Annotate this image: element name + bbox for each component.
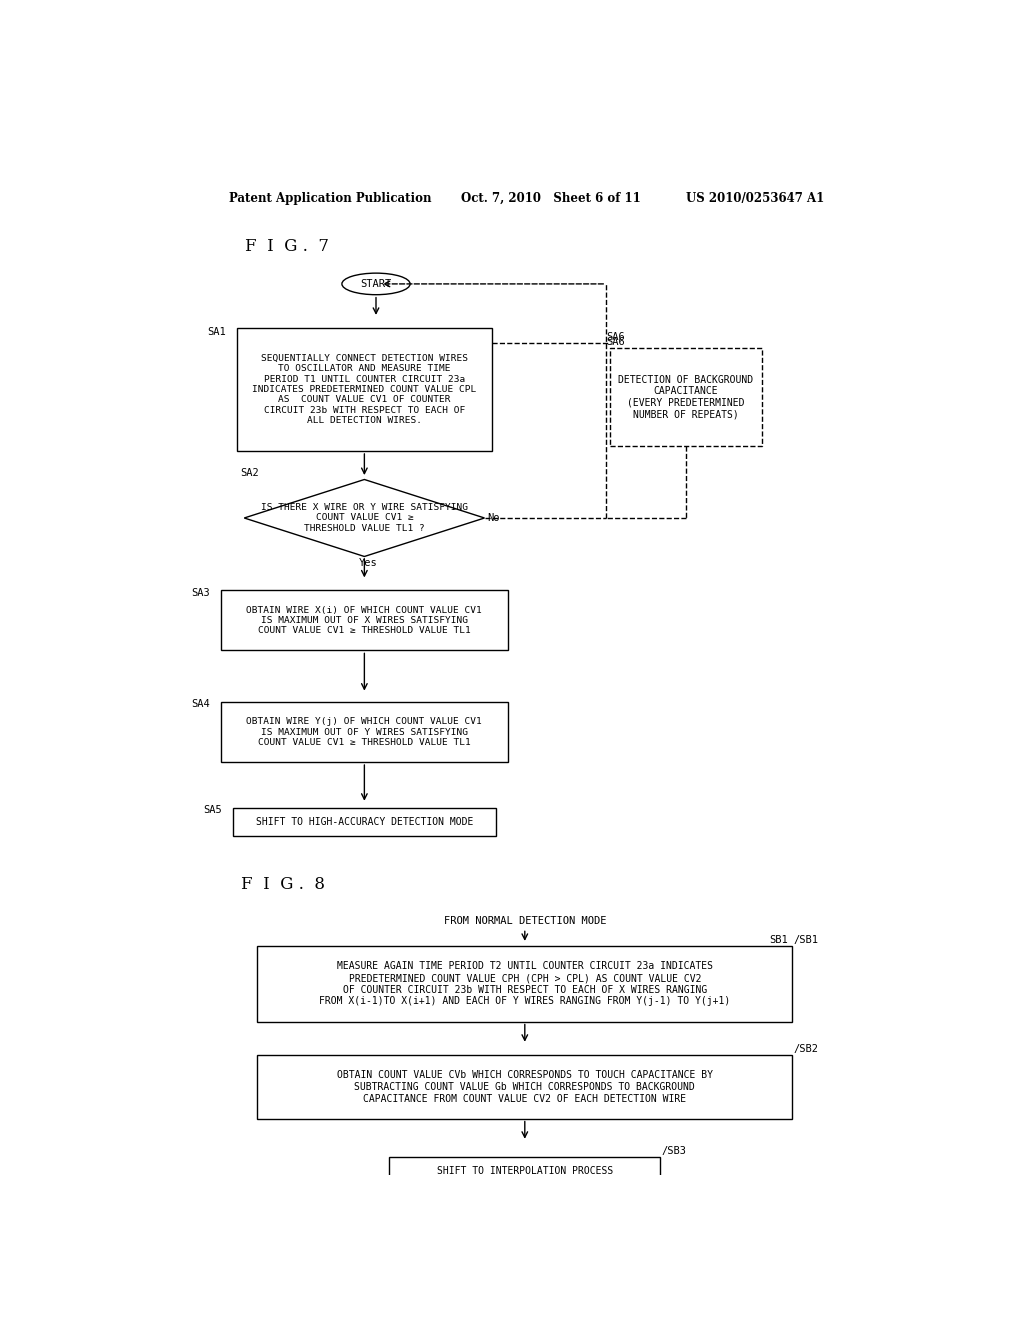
Text: SA5: SA5 [203, 805, 222, 814]
Text: Oct. 7, 2010   Sheet 6 of 11: Oct. 7, 2010 Sheet 6 of 11 [461, 191, 641, 205]
Text: DETECTION OF BACKGROUND
CAPACITANCE
(EVERY PREDETERMINED
NUMBER OF REPEATS): DETECTION OF BACKGROUND CAPACITANCE (EVE… [618, 375, 754, 420]
Bar [257, 1056, 793, 1118]
Text: START: START [360, 279, 391, 289]
Bar [389, 1158, 660, 1185]
Text: SA3: SA3 [191, 587, 210, 598]
Bar [232, 808, 496, 836]
Text: SA2: SA2 [241, 469, 259, 478]
Ellipse shape [342, 273, 410, 294]
Text: SEQUENTIALLY CONNECT DETECTION WIRES
TO OSCILLATOR AND MEASURE TIME
PERIOD T1 UN: SEQUENTIALLY CONNECT DETECTION WIRES TO … [252, 354, 476, 425]
Bar [221, 590, 508, 651]
Text: SA1: SA1 [207, 326, 226, 337]
Text: SHIFT TO INTERPOLATION PROCESS: SHIFT TO INTERPOLATION PROCESS [436, 1166, 613, 1176]
Text: F  I  G .  7: F I G . 7 [245, 239, 329, 256]
Text: Patent Application Publication: Patent Application Publication [228, 191, 431, 205]
Bar [257, 946, 793, 1022]
Text: US 2010/0253647 A1: US 2010/0253647 A1 [686, 191, 824, 205]
Text: /SB2: /SB2 [794, 1044, 819, 1055]
Text: MEASURE AGAIN TIME PERIOD T2 UNTIL COUNTER CIRCUIT 23a INDICATES
PREDETERMINED C: MEASURE AGAIN TIME PERIOD T2 UNTIL COUNT… [319, 961, 730, 1006]
Bar [221, 702, 508, 762]
Text: SA6: SA6 [606, 337, 626, 347]
Text: F  I  G .  8: F I G . 8 [241, 876, 325, 894]
Text: /SB1: /SB1 [794, 935, 819, 945]
Text: SA4: SA4 [191, 700, 210, 709]
Text: SB1: SB1 [770, 935, 788, 945]
Text: OBTAIN COUNT VALUE CVb WHICH CORRESPONDS TO TOUCH CAPACITANCE BY
SUBTRACTING COU: OBTAIN COUNT VALUE CVb WHICH CORRESPONDS… [337, 1071, 713, 1104]
Bar [237, 327, 493, 451]
Text: FROM NORMAL DETECTION MODE: FROM NORMAL DETECTION MODE [443, 916, 606, 925]
Text: OBTAIN WIRE X(i) OF WHICH COUNT VALUE CV1
IS MAXIMUM OUT OF X WIRES SATISFYING
C: OBTAIN WIRE X(i) OF WHICH COUNT VALUE CV… [247, 606, 482, 635]
Text: /SB3: /SB3 [662, 1146, 687, 1156]
Polygon shape [245, 479, 484, 557]
Text: IS THERE X WIRE OR Y WIRE SATISFYING
COUNT VALUE CV1 ≥
THRESHOLD VALUE TL1 ?: IS THERE X WIRE OR Y WIRE SATISFYING COU… [261, 503, 468, 533]
Text: No: No [486, 513, 500, 523]
Text: Yes: Yes [358, 557, 378, 568]
Text: SA6: SA6 [606, 333, 626, 342]
Text: SHIFT TO HIGH-ACCURACY DETECTION MODE: SHIFT TO HIGH-ACCURACY DETECTION MODE [256, 817, 473, 828]
Text: OBTAIN WIRE Y(j) OF WHICH COUNT VALUE CV1
IS MAXIMUM OUT OF Y WIRES SATISFYING
C: OBTAIN WIRE Y(j) OF WHICH COUNT VALUE CV… [247, 717, 482, 747]
Bar [610, 348, 762, 446]
